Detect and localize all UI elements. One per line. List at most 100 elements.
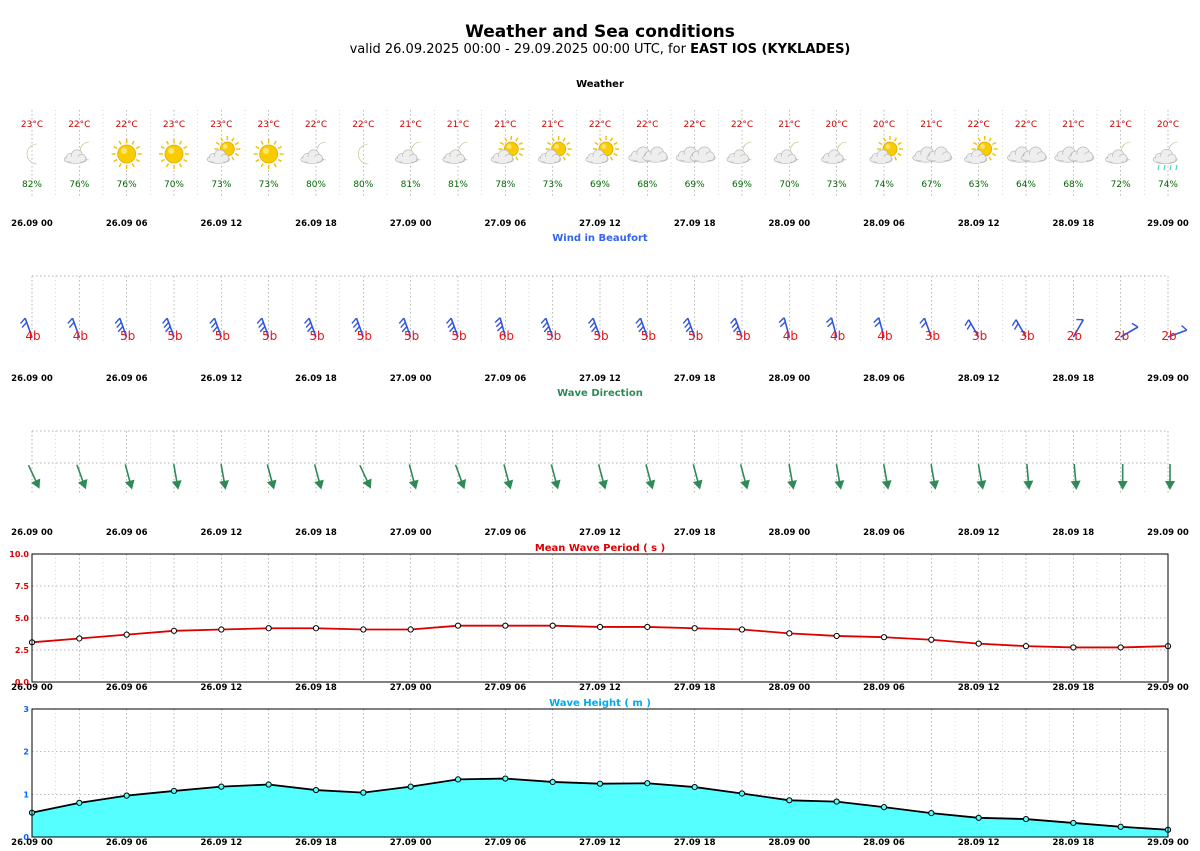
wave-direction-arrow: [881, 464, 892, 490]
cloud-icon: [628, 146, 669, 163]
wave-direction-arrow: [1117, 464, 1128, 490]
data-point: [975, 640, 982, 647]
arrow-shaft: [788, 464, 794, 485]
humidity-label: 72%: [1111, 180, 1131, 190]
time-tick-label: 27.09 12: [579, 219, 621, 229]
time-tick-label: 29.09 00: [1147, 838, 1189, 848]
sun-icon: [159, 139, 189, 169]
arrow-head: [834, 480, 845, 490]
sun-ray: [566, 152, 571, 157]
humidity-label: 74%: [874, 180, 894, 190]
y-tick-label: 7.5: [15, 582, 30, 591]
time-tick-label: 27.09 06: [484, 838, 526, 848]
wind-barb-feather: [919, 317, 926, 324]
panel-title: Weather: [576, 79, 624, 90]
time-tick-label: 28.09 00: [768, 683, 810, 693]
wind-barb-feather: [165, 326, 171, 333]
wind-barb-staff: [308, 317, 317, 338]
temperature-label: 23°C: [21, 120, 43, 130]
time-tick-label: 27.09 00: [390, 219, 432, 229]
time-tick-label: 27.09 00: [390, 683, 432, 693]
wind-barb-feather: [117, 326, 124, 333]
arrow-head: [976, 480, 987, 490]
beaufort-label: 4b: [73, 329, 88, 343]
data-point: [76, 799, 83, 806]
moon-icon: [316, 141, 326, 161]
wind-barb: [778, 317, 791, 338]
wind-barb-feather: [635, 317, 642, 324]
sun-ray: [878, 141, 883, 146]
wind-barb-feather: [449, 326, 455, 333]
wind-barb-feather: [731, 321, 738, 329]
beaufort-label: 5b: [167, 329, 182, 343]
wind-barb: [162, 317, 175, 338]
wind-barb-feather: [67, 317, 74, 324]
cloud-fill: [444, 156, 464, 163]
wind-barb-feather: [446, 317, 452, 324]
wind-barb-staff: [878, 317, 885, 338]
wave-direction-arrow: [171, 464, 182, 490]
area-fill: [32, 778, 1168, 837]
moon-icon: [1168, 141, 1178, 161]
sun-ray: [220, 137, 224, 142]
wave-direction-arrow: [454, 464, 467, 490]
wind-barb-staff: [1015, 319, 1027, 338]
wave-direction-arrow: [739, 464, 750, 490]
humidity-label: 69%: [732, 180, 752, 190]
arrow-head: [362, 478, 372, 489]
cloud-fill: [966, 156, 986, 163]
sun-ray: [562, 156, 566, 161]
temperature-label: 22°C: [968, 120, 990, 130]
data-point: [738, 626, 746, 633]
time-tick-label: 27.09 12: [579, 838, 621, 848]
wind-barb-feather: [259, 326, 266, 333]
beaufort-label: 4b: [783, 329, 798, 343]
sun-ray: [882, 137, 887, 142]
moon-cloud-icon: [395, 141, 421, 164]
sun-highlight: [885, 144, 891, 149]
time-tick-label: 27.09 18: [674, 683, 716, 693]
data-point: [928, 810, 935, 817]
data-point: [549, 622, 556, 629]
data-point: [312, 786, 320, 794]
wave-direction-arrow: [550, 464, 561, 490]
cloud-fill: [492, 156, 512, 163]
cloud-fill: [691, 154, 714, 161]
wind-barb-feather: [163, 321, 170, 329]
cloud-icon: [300, 149, 324, 164]
arrow-shaft: [692, 464, 700, 484]
y-tick-label: 0.0: [15, 678, 30, 687]
sun-cloud-icon: [964, 136, 998, 164]
beaufort-label: 5b: [215, 329, 230, 343]
moon-icon: [742, 141, 752, 161]
wind-barb-staff: [687, 317, 696, 338]
cloud-icon: [1152, 149, 1178, 165]
wind-barb-feather: [256, 317, 263, 324]
data-point: [265, 781, 272, 788]
y-tick-label: 1: [23, 790, 29, 799]
wind-barb-feather: [1131, 322, 1139, 328]
beaufort-label: 5b: [357, 329, 372, 343]
temperature-label: 22°C: [1015, 120, 1037, 130]
cloud-icon: [675, 146, 716, 163]
wind-barb: [446, 317, 459, 338]
time-tick-label: 28.09 18: [1052, 683, 1094, 693]
moon-icon: [458, 141, 468, 161]
time-tick-label: 27.09 12: [579, 374, 621, 384]
wind-barb-feather: [825, 317, 832, 324]
wind-barb-feather: [1181, 325, 1188, 331]
wind-barb-staff: [1120, 326, 1139, 338]
raindrop: [1175, 164, 1178, 171]
wave-direction-arrow: [834, 464, 845, 490]
wave-direction-arrow: [76, 464, 88, 490]
y-tick-label: 2.5: [15, 646, 30, 655]
arrow-shaft: [1073, 463, 1077, 485]
time-tick-label: 28.09 06: [863, 219, 905, 229]
time-tick-label: 27.09 06: [484, 528, 526, 538]
wind-barb-feather: [874, 321, 881, 328]
beaufort-label: 4b: [830, 329, 845, 343]
time-tick-label: 28.09 06: [863, 528, 905, 538]
arrow-shaft: [597, 464, 605, 484]
sun-highlight: [120, 147, 128, 155]
